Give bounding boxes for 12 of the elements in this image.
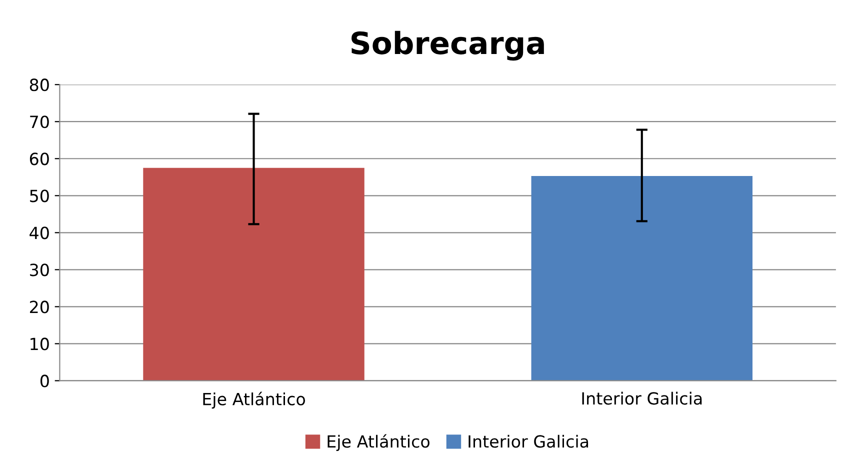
y-tick-label: 50: [30, 190, 49, 202]
y-tick-label: 30: [30, 264, 49, 276]
y-tick-label: 40: [30, 226, 49, 240]
y-tick-label: 80: [30, 78, 49, 92]
y-tick-label: 10: [30, 338, 49, 350]
y-tick-label: 60: [30, 152, 49, 166]
y-tick-label: 70: [30, 116, 49, 128]
chart-title: Sobrecarga: [352, 30, 544, 61]
y-tick-label: 20: [30, 300, 49, 314]
y-tick-label: 0: [40, 374, 49, 388]
legend-label: Interior Galicia: [468, 434, 588, 448]
legend-label: Eje Atlántico: [328, 434, 430, 451]
